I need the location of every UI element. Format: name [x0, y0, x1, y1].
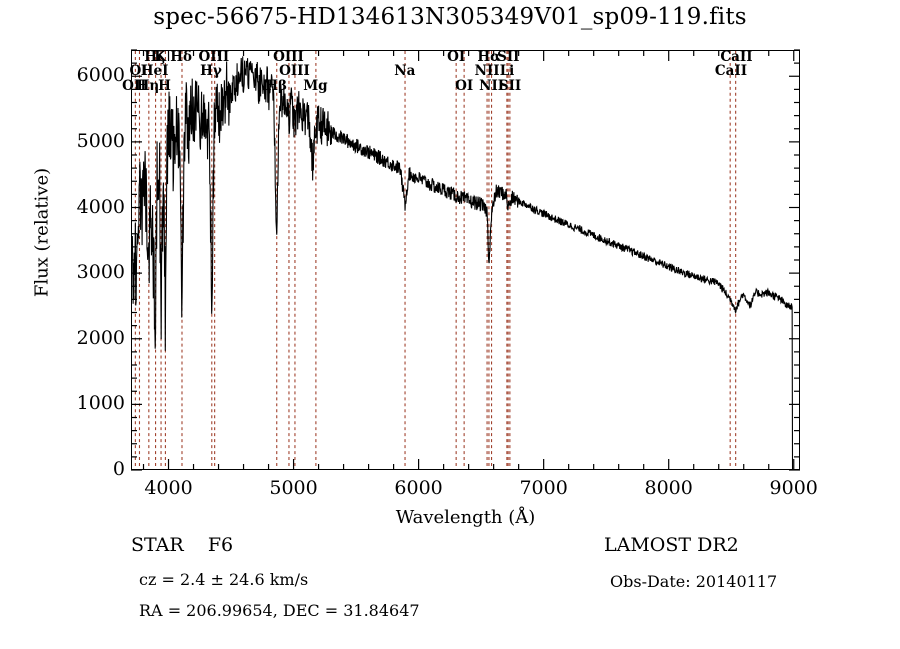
- x-tick-label: 8000: [644, 477, 693, 499]
- flux-curve: [132, 56, 794, 469]
- plot-area: [131, 49, 800, 471]
- x-tick-label: 4000: [144, 477, 193, 499]
- x-tick-label: 7000: [519, 477, 568, 499]
- y-axis-ticks: 0 1000 2000 3000 4000 5000 6000: [47, 50, 125, 479]
- x-tick-label: 6000: [394, 477, 443, 499]
- axis-ticks-layer: [131, 49, 800, 471]
- x-tick-label: 9000: [769, 477, 818, 499]
- page-title: spec-56675-HD134613N305349V01_sp09-119.f…: [153, 4, 747, 30]
- y-tick-label: 0: [112, 458, 125, 480]
- coordinates: RA = 206.99654, DEC = 31.84647: [139, 601, 420, 620]
- x-tick-label: 5000: [269, 477, 318, 499]
- survey-name: LAMOST DR2: [604, 534, 739, 556]
- y-tick-label: 6000: [76, 64, 125, 87]
- observation-date: Obs-Date: 20140117: [610, 572, 778, 591]
- x-axis-label: Wavelength (Å): [395, 507, 536, 528]
- y-tick-label: 1000: [76, 392, 125, 415]
- plot-frame: [131, 50, 800, 470]
- y-tick-label: 3000: [76, 261, 125, 284]
- y-axis-label: Flux (relative): [31, 167, 53, 298]
- spectrum-trace: [132, 56, 794, 469]
- redshift-velocity: cz = 2.4 ± 24.6 km/s: [139, 570, 309, 589]
- y-tick-label: 5000: [76, 129, 125, 152]
- x-axis-ticks: 4000 5000 6000 7000 8000 9000: [131, 477, 818, 501]
- y-tick-label: 4000: [76, 195, 125, 218]
- y-tick-label: 2000: [76, 326, 125, 349]
- object-type-and-class: STAR F6: [131, 534, 234, 556]
